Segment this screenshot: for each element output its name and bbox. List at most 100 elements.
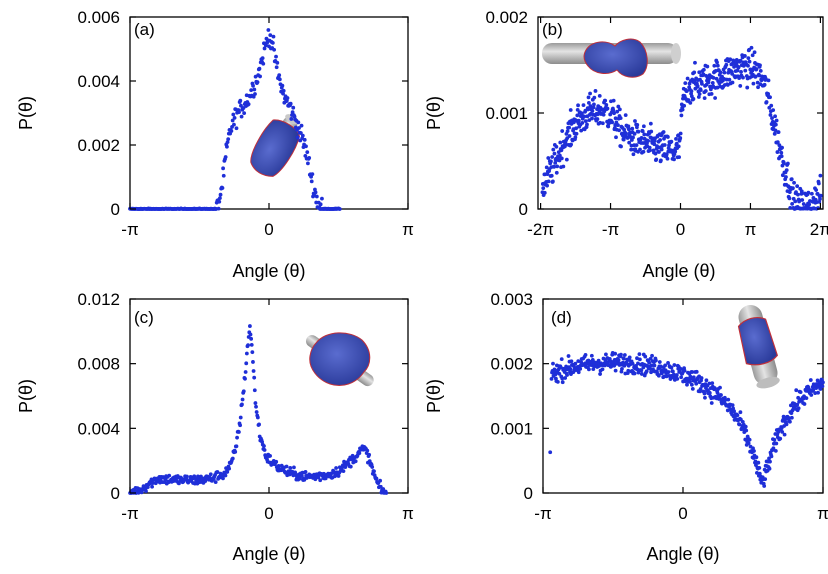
data-point — [688, 380, 692, 384]
data-point — [727, 77, 732, 82]
x-tick-label: π — [402, 504, 414, 523]
polymer-blob — [250, 119, 301, 177]
data-point — [782, 432, 787, 437]
y-tick-label: 0.003 — [490, 290, 533, 309]
data-points — [128, 28, 342, 211]
data-point — [576, 118, 581, 123]
inset-image — [737, 304, 780, 389]
data-point — [544, 165, 549, 170]
data-point — [690, 387, 695, 391]
data-point — [288, 101, 293, 106]
data-point — [235, 435, 239, 440]
data-point — [251, 360, 255, 364]
data-point — [752, 449, 756, 453]
data-point — [685, 382, 689, 387]
data-point — [559, 156, 564, 161]
data-point — [621, 360, 625, 365]
data-point — [621, 137, 626, 142]
data-point — [762, 484, 767, 488]
data-point — [635, 356, 639, 361]
data-point — [780, 429, 785, 434]
data-point — [591, 105, 596, 110]
data-point — [784, 422, 789, 427]
data-point — [237, 110, 241, 114]
data-point — [600, 367, 605, 372]
inset-image — [250, 114, 301, 177]
y-tick-label: 0.008 — [77, 355, 120, 374]
data-point — [659, 158, 663, 163]
data-point — [624, 131, 628, 136]
data-point — [378, 478, 383, 483]
data-point — [820, 384, 825, 389]
y-tick-label: 0.001 — [490, 419, 533, 438]
data-point — [611, 98, 616, 103]
data-point — [601, 112, 606, 117]
data-point — [277, 73, 282, 77]
data-point — [649, 363, 654, 368]
data-point — [679, 113, 684, 118]
data-point — [613, 351, 618, 356]
data-point — [370, 465, 375, 469]
data-point — [216, 206, 221, 211]
data-point — [710, 80, 715, 85]
data-point — [779, 150, 784, 155]
data-point — [751, 81, 756, 86]
data-point — [700, 81, 704, 86]
data-point — [574, 131, 579, 136]
data-point — [793, 199, 798, 204]
data-point — [635, 122, 640, 127]
data-point — [563, 376, 568, 380]
data-point — [754, 455, 759, 460]
data-point — [791, 186, 795, 191]
data-point — [271, 34, 276, 39]
data-point — [641, 124, 646, 129]
data-point — [558, 140, 563, 145]
data-point — [262, 46, 267, 51]
plot-frame — [542, 298, 824, 494]
data-point — [553, 161, 558, 165]
data-point — [185, 474, 189, 479]
data-point — [232, 122, 236, 127]
data-point — [262, 444, 266, 448]
data-point — [730, 71, 735, 76]
data-point — [241, 106, 246, 110]
data-point — [776, 130, 781, 135]
data-point — [556, 150, 561, 155]
data-point — [807, 202, 812, 207]
data-point — [756, 460, 761, 465]
data-point — [274, 65, 279, 70]
data-point — [581, 103, 586, 108]
data-point — [307, 155, 312, 160]
data-point — [575, 107, 580, 112]
data-point — [257, 422, 261, 427]
x-tick-label: -π — [121, 220, 138, 239]
data-point — [299, 123, 304, 128]
data-point — [554, 144, 559, 149]
data-point — [740, 419, 745, 424]
data-point — [568, 367, 573, 371]
data-point — [541, 186, 546, 191]
data-point — [631, 152, 636, 157]
data-point — [644, 369, 649, 374]
x-axis-label: Angle (θ) — [642, 261, 715, 281]
data-point — [612, 111, 616, 116]
data-point — [549, 376, 554, 381]
data-point — [591, 367, 596, 371]
data-point — [239, 114, 244, 119]
data-point — [763, 477, 768, 482]
data-point — [702, 96, 707, 100]
data-point — [790, 202, 795, 206]
x-tick-label: π — [745, 220, 757, 239]
data-point — [677, 155, 681, 160]
data-point — [221, 476, 225, 481]
data-point — [657, 150, 661, 154]
data-point — [673, 149, 678, 154]
data-point — [576, 359, 581, 364]
data-point — [309, 179, 314, 184]
data-point — [787, 196, 792, 201]
data-point — [773, 128, 778, 133]
data-point — [244, 361, 249, 366]
